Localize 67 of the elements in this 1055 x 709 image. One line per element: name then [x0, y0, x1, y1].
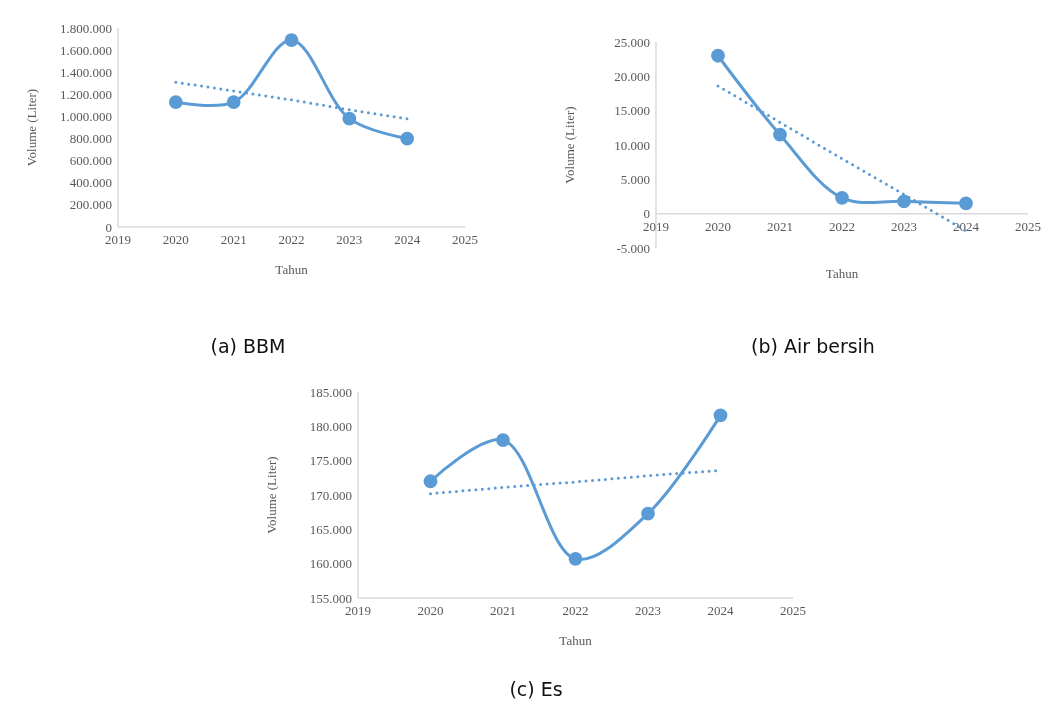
y-tick-label: -5.000: [616, 240, 650, 256]
point: [342, 111, 357, 126]
x-tick-label: 2020: [417, 603, 444, 618]
y-tick-label: 155.000: [309, 590, 352, 606]
point: [496, 433, 510, 447]
x-tick-label: 2019: [345, 603, 371, 618]
x-tick-label: 2023: [336, 232, 363, 247]
text: (b) Air bersih: [751, 335, 875, 357]
x-tick-label: 2022: [829, 218, 855, 234]
point: [226, 95, 241, 109]
x-tick-label: 2022: [562, 603, 589, 618]
x-tick-label: 2025: [1015, 218, 1041, 234]
y-axis-title: Volume (Liter): [264, 456, 279, 534]
y-tick-label: 185.000: [309, 384, 352, 400]
x-tick-label: 2019: [105, 232, 131, 247]
point: [641, 506, 655, 521]
point: [959, 196, 973, 211]
x-tick-label: 2024: [953, 218, 980, 234]
y-tick-label: 10.000: [614, 137, 650, 153]
y-tick-label: 5.000: [620, 171, 650, 187]
y-tick-label: 1.200.000: [60, 86, 112, 102]
x-axis-title: Tahun: [559, 633, 593, 648]
text: (a) BBM: [210, 335, 286, 357]
y-tick-label: 800.000: [69, 131, 112, 147]
point: [568, 551, 583, 566]
x-tick-label: 2024: [707, 603, 734, 618]
x-tick-label: 2025: [780, 603, 806, 618]
y-axis-title: Volume (Liter): [562, 106, 577, 184]
point: [713, 408, 728, 423]
y-tick-label: 160.000: [309, 556, 352, 572]
x-tick-label: 2020: [162, 232, 189, 247]
point: [897, 194, 911, 209]
point: [400, 131, 415, 146]
y-tick-label: 600.000: [69, 153, 112, 169]
y-axis-title: Volume (Liter): [24, 88, 39, 167]
point: [835, 190, 849, 205]
x-tick-label: 2021: [220, 232, 247, 247]
x-tick-label: 2021: [490, 603, 516, 618]
x-tick-label: 2025: [452, 232, 478, 247]
x-tick-label: 2023: [635, 603, 661, 618]
y-tick-label: 180.000: [309, 418, 352, 434]
y-tick-label: 1.000.000: [60, 108, 112, 124]
point: [284, 33, 299, 48]
x-axis-title: Tahun: [275, 262, 309, 277]
y-tick-label: 200.000: [69, 197, 112, 213]
x-tick-label: 2022: [278, 232, 305, 247]
text: (c) Es: [509, 678, 563, 700]
y-tick-label: 20.000: [614, 68, 650, 84]
y-tick-label: 175.000: [309, 453, 352, 469]
y-tick-label: 15.000: [614, 103, 650, 119]
y-tick-label: 1.800.000: [60, 20, 112, 36]
point: [711, 48, 725, 63]
x-axis-title: Tahun: [825, 266, 859, 281]
x-tick-label: 2023: [891, 218, 917, 234]
x-tick-label: 2024: [394, 232, 421, 247]
y-tick-label: 0: [105, 219, 112, 235]
point: [423, 474, 438, 489]
point: [773, 127, 787, 142]
y-tick-label: 25.000: [614, 34, 650, 50]
y-tick-label: 170.000: [309, 487, 352, 503]
y-tick-label: 1.400.000: [60, 64, 112, 80]
y-tick-label: 1.600.000: [60, 42, 112, 58]
x-tick-label: 2021: [767, 218, 793, 234]
x-tick-label: 2020: [705, 218, 731, 234]
y-tick-label: 400.000: [69, 175, 112, 191]
y-tick-label: 165.000: [309, 521, 352, 537]
point: [168, 95, 183, 109]
